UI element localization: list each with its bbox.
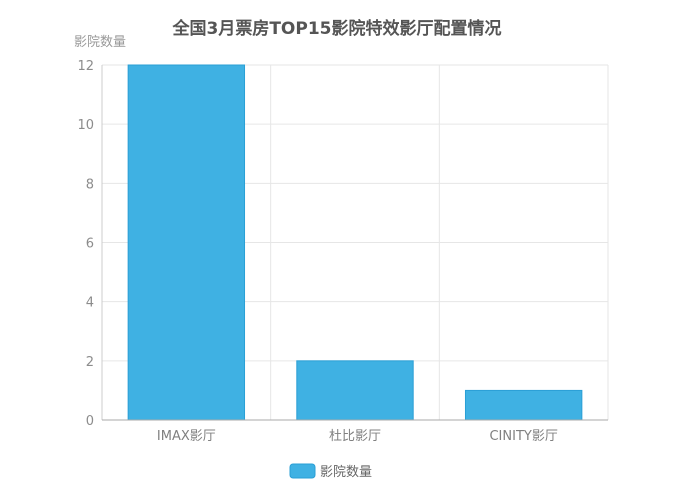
bar bbox=[464, 389, 583, 421]
x-tick-label: IMAX影厅 bbox=[157, 429, 216, 444]
legend-swatch[interactable] bbox=[289, 463, 316, 479]
bar bbox=[296, 360, 414, 421]
y-tick-label: 0 bbox=[86, 414, 94, 429]
y-axis-label: 影院数量 bbox=[74, 35, 126, 50]
bars bbox=[127, 64, 583, 421]
x-tick-label: CINITY影厅 bbox=[489, 429, 557, 444]
legend-label[interactable]: 影院数量 bbox=[320, 465, 372, 480]
y-tick-label: 6 bbox=[86, 237, 94, 252]
x-tick-label: 杜比影厅 bbox=[329, 429, 381, 444]
legend[interactable]: 影院数量 bbox=[289, 463, 372, 480]
chart-title: 全国3月票房TOP15影院特效影厅配置情况 bbox=[172, 18, 502, 39]
y-tick-label: 10 bbox=[77, 118, 94, 133]
y-tick-label: 2 bbox=[86, 355, 94, 370]
y-tick-label: 4 bbox=[86, 296, 94, 311]
y-tick-label: 12 bbox=[77, 59, 94, 74]
y-tick-label: 8 bbox=[86, 177, 94, 192]
bar bbox=[127, 64, 246, 421]
axes: 0 2 4 6 8 10 12 IMAX影厅 杜比影厅 CINITY影厅 bbox=[77, 59, 608, 444]
